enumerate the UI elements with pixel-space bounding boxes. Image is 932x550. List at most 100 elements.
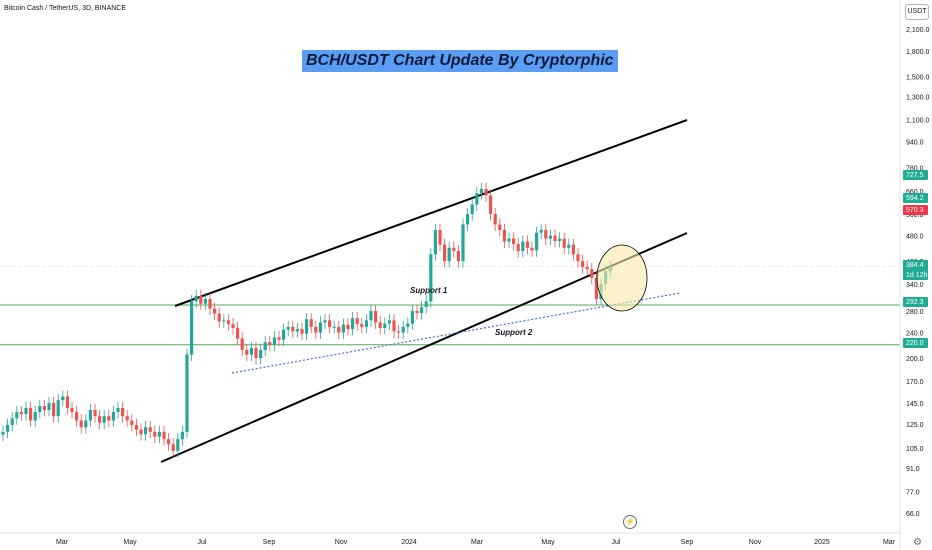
x-tick-label: May <box>123 539 137 546</box>
currency-button[interactable]: USDT <box>905 4 929 20</box>
y-tick-label: 660.0 <box>906 189 924 196</box>
candle-body <box>374 311 378 323</box>
candle-body <box>249 347 253 355</box>
candle-body <box>56 400 60 417</box>
candle-body <box>447 247 451 262</box>
candle-body <box>213 308 217 314</box>
candle-body <box>516 244 520 252</box>
candle-body <box>387 320 391 324</box>
candle-body <box>240 338 244 350</box>
candle-body <box>222 320 226 322</box>
candle-body <box>42 405 46 410</box>
y-tick-label: 77.0 <box>906 490 920 497</box>
candle-body <box>286 326 290 330</box>
candle-body <box>378 322 382 328</box>
candle-body <box>291 326 295 332</box>
candle-body <box>171 444 175 451</box>
candle-body <box>102 416 106 423</box>
candle-body <box>475 193 479 205</box>
y-tick-label: 780.0 <box>906 166 924 173</box>
candle-body <box>226 320 230 325</box>
price-badge-label: 384.4 <box>906 262 924 269</box>
candle-body <box>295 329 299 332</box>
price-badge <box>903 338 928 348</box>
x-tick-label: 2024 <box>401 539 417 546</box>
y-tick-label: 91.0 <box>906 466 920 473</box>
candle-body <box>300 329 304 334</box>
candle-body <box>10 418 14 425</box>
price-badge-label: 594.2 <box>906 195 924 202</box>
candle-body <box>217 313 221 322</box>
candle-body <box>429 254 433 302</box>
y-tick-label: 340.0 <box>906 282 924 289</box>
candle-body <box>594 277 598 300</box>
candle-body <box>139 429 143 435</box>
y-tick-label: 145.0 <box>906 401 924 408</box>
candle-body <box>231 324 235 328</box>
candle-body <box>1 431 5 435</box>
price-badge-countdown: 1d 12h <box>906 272 928 279</box>
x-tick-label: Mar <box>471 539 484 546</box>
candle-body <box>544 229 548 239</box>
candle-body <box>153 431 157 437</box>
candle-body <box>364 320 368 327</box>
candle-body <box>470 204 474 215</box>
candle-body <box>571 244 575 255</box>
x-axis: Mar May Jul Sep Nov 2024 Mar May Jul Sep Nov 2025 Ma… <box>0 532 900 546</box>
y-tick-label: 280.0 <box>906 309 924 316</box>
candle-body <box>525 241 529 248</box>
y-tick-label: 125.0 <box>906 422 924 429</box>
y-tick-label: 1,500.0 <box>906 74 929 81</box>
candle-body <box>107 416 111 421</box>
candle-body <box>167 439 171 445</box>
candle-body <box>507 238 511 242</box>
candles <box>1 182 612 458</box>
candle-body <box>263 342 267 350</box>
candle-body <box>433 229 437 255</box>
candle-body <box>6 424 10 432</box>
settings-icon[interactable]: ⚙ <box>913 537 922 548</box>
y-axis: 66.0 77.0 91.0 105.0 125.0 145.0 170.0 200.0 240… <box>899 0 929 550</box>
candle-body <box>392 320 396 332</box>
price-badge-label: 220.0 <box>906 340 924 347</box>
price-badge <box>903 193 928 203</box>
candle-body <box>305 319 309 334</box>
candle-body <box>443 244 447 262</box>
candle-body <box>29 407 33 421</box>
candle-body <box>134 424 138 430</box>
candle-body <box>84 420 88 428</box>
candle-body <box>88 409 92 421</box>
candle-body <box>282 329 286 340</box>
price-badge <box>903 170 928 180</box>
candle-body <box>456 251 460 262</box>
y-tick-label: 560.0 <box>906 212 924 219</box>
candle-body <box>489 195 493 215</box>
candle-body <box>75 412 79 421</box>
x-tick-label: Mar <box>883 539 896 546</box>
candle-body <box>558 238 562 241</box>
candle-body <box>576 254 580 262</box>
candle-body <box>254 347 258 359</box>
candle-body <box>337 326 341 333</box>
candle-body <box>111 412 115 421</box>
y-tick-label: 1,800.0 <box>906 49 929 56</box>
candle-body <box>148 427 152 432</box>
support-1-label: Support 1 <box>410 286 448 295</box>
x-tick-label: May <box>541 539 555 546</box>
y-tick-label: 1,300.0 <box>906 94 929 101</box>
candle-body <box>24 407 28 415</box>
lightning-icon[interactable]: ⚡ <box>623 515 637 529</box>
candle-body <box>466 214 470 225</box>
candle-body <box>157 431 161 437</box>
candle-body <box>548 235 552 239</box>
highlight-circle <box>596 244 648 312</box>
symbol-title: Bitcoin Cash / TetherUS, 3D, BINANCE <box>4 5 127 12</box>
x-tick-label: Mar <box>56 539 69 546</box>
candle-body <box>512 238 516 245</box>
candle-body <box>272 337 276 345</box>
candle-body <box>553 235 557 241</box>
candle-body <box>245 349 249 355</box>
candle-body <box>397 331 401 333</box>
y-tick-label: 170.0 <box>906 379 924 386</box>
